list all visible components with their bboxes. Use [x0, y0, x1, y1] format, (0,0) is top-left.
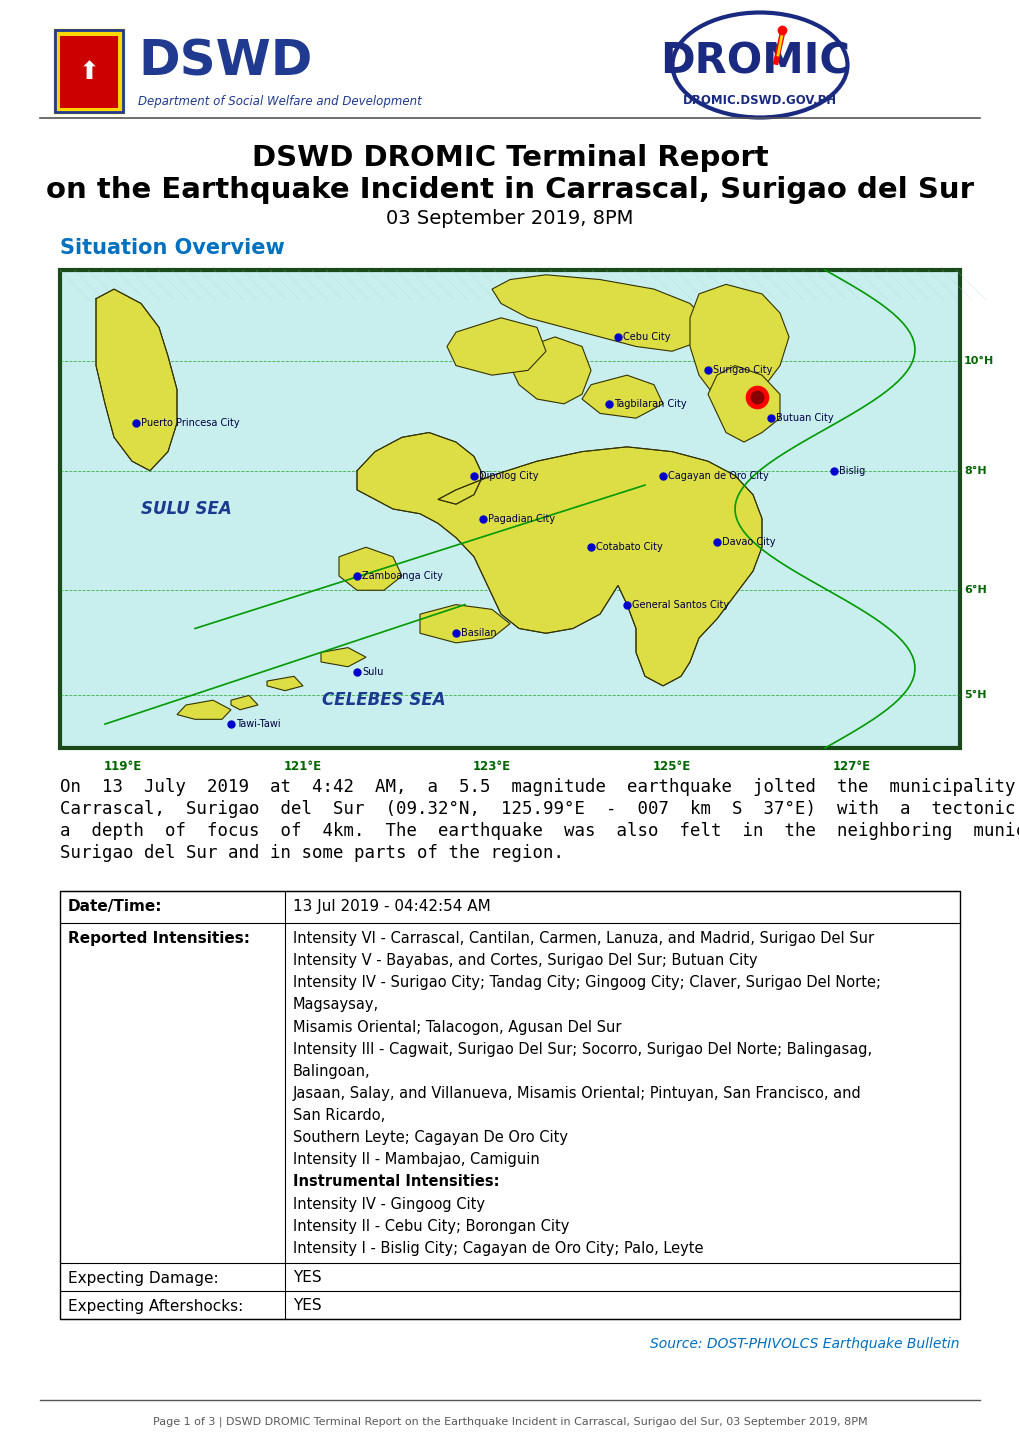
- Text: Davao City: Davao City: [721, 538, 774, 548]
- Text: Surigao City: Surigao City: [712, 365, 771, 375]
- Text: 125°E: 125°E: [652, 760, 691, 773]
- Text: Balingoan,: Balingoan,: [292, 1064, 370, 1079]
- Text: Sulu: Sulu: [362, 666, 383, 676]
- Text: Misamis Oriental; Talacogon, Agusan Del Sur: Misamis Oriental; Talacogon, Agusan Del …: [292, 1019, 621, 1034]
- Text: Surigao del Sur and in some parts of the region.: Surigao del Sur and in some parts of the…: [60, 844, 564, 862]
- Text: YES: YES: [292, 1298, 321, 1312]
- Text: Jasaan, Salay, and Villanueva, Misamis Oriental; Pintuyan, San Francisco, and: Jasaan, Salay, and Villanueva, Misamis O…: [292, 1086, 861, 1100]
- Text: Date/Time:: Date/Time:: [68, 898, 162, 914]
- Polygon shape: [96, 288, 177, 470]
- Polygon shape: [707, 366, 780, 443]
- Text: Source: DOST-PHIVOLCS Earthquake Bulletin: Source: DOST-PHIVOLCS Earthquake Bulleti…: [650, 1337, 959, 1351]
- Text: 121°E: 121°E: [283, 760, 322, 773]
- Polygon shape: [177, 701, 230, 720]
- Text: YES: YES: [292, 1269, 321, 1285]
- Text: Situation Overview: Situation Overview: [60, 238, 284, 258]
- Text: Basilan: Basilan: [461, 629, 496, 639]
- Text: on the Earthquake Incident in Carrascal, Surigao del Sur: on the Earthquake Incident in Carrascal,…: [46, 176, 973, 203]
- Text: 127°E: 127°E: [833, 760, 870, 773]
- Text: Cebu City: Cebu City: [623, 332, 669, 342]
- Text: Southern Leyte; Cagayan De Oro City: Southern Leyte; Cagayan De Oro City: [292, 1131, 568, 1145]
- Text: Intensity I - Bislig City; Cagayan de Oro City; Palo, Leyte: Intensity I - Bislig City; Cagayan de Or…: [292, 1242, 703, 1256]
- Polygon shape: [582, 375, 662, 418]
- Text: Intensity II - Cebu City; Borongan City: Intensity II - Cebu City; Borongan City: [292, 1218, 569, 1234]
- Polygon shape: [321, 647, 366, 666]
- FancyBboxPatch shape: [60, 270, 959, 748]
- Text: General Santos City: General Santos City: [632, 600, 729, 610]
- Text: DSWD: DSWD: [138, 37, 312, 87]
- Polygon shape: [267, 676, 303, 691]
- Text: Cotabato City: Cotabato City: [595, 542, 662, 552]
- Polygon shape: [230, 695, 258, 709]
- Text: Department of Social Welfare and Development: Department of Social Welfare and Develop…: [138, 95, 421, 108]
- Text: 8°H: 8°H: [963, 466, 985, 476]
- Text: Expecting Aftershocks:: Expecting Aftershocks:: [68, 1299, 243, 1314]
- Text: CELEBES SEA: CELEBES SEA: [322, 691, 445, 709]
- Text: Butuan City: Butuan City: [775, 414, 833, 423]
- Text: 6°H: 6°H: [963, 585, 985, 596]
- Text: Intensity II - Mambajao, Camiguin: Intensity II - Mambajao, Camiguin: [292, 1152, 539, 1168]
- Text: Cagayan de Oro City: Cagayan de Oro City: [667, 470, 768, 480]
- Text: 119°E: 119°E: [104, 760, 142, 773]
- Text: San Ricardo,: San Ricardo,: [292, 1107, 385, 1123]
- Text: Page 1 of 3 | DSWD DROMIC Terminal Report on the Earthquake Incident in Carrasca: Page 1 of 3 | DSWD DROMIC Terminal Repor…: [153, 1416, 866, 1428]
- Text: 13 Jul 2019 - 04:42:54 AM: 13 Jul 2019 - 04:42:54 AM: [292, 900, 490, 914]
- Text: Intensity III - Cagwait, Surigao Del Sur; Socorro, Surigao Del Norte; Balingasag: Intensity III - Cagwait, Surigao Del Sur…: [292, 1041, 871, 1057]
- Text: Expecting Damage:: Expecting Damage:: [68, 1270, 218, 1286]
- Text: DROMIC: DROMIC: [659, 40, 849, 84]
- Text: Intensity IV - Gingoog City: Intensity IV - Gingoog City: [292, 1197, 484, 1211]
- Text: On  13  July  2019  at  4:42  AM,  a  5.5  magnitude  earthquake  jolted  the  m: On 13 July 2019 at 4:42 AM, a 5.5 magnit…: [60, 779, 1019, 796]
- FancyBboxPatch shape: [60, 36, 118, 108]
- Text: Zamboanga City: Zamboanga City: [362, 571, 442, 581]
- Text: ⬆: ⬆: [78, 61, 100, 84]
- Text: SULU SEA: SULU SEA: [141, 500, 231, 518]
- Text: Tawi-Tawi: Tawi-Tawi: [235, 720, 280, 730]
- Text: Puerto Princesa City: Puerto Princesa City: [142, 418, 239, 428]
- Text: Reported Intensities:: Reported Intensities:: [68, 932, 250, 946]
- Text: Intensity V - Bayabas, and Cortes, Surigao Del Sur; Butuan City: Intensity V - Bayabas, and Cortes, Surig…: [292, 953, 757, 968]
- Text: Intensity VI - Carrascal, Cantilan, Carmen, Lanuza, and Madrid, Surigao Del Sur: Intensity VI - Carrascal, Cantilan, Carm…: [292, 932, 873, 946]
- Polygon shape: [491, 275, 707, 352]
- Polygon shape: [689, 284, 789, 404]
- FancyBboxPatch shape: [55, 30, 123, 112]
- Ellipse shape: [672, 13, 847, 117]
- Text: 03 September 2019, 8PM: 03 September 2019, 8PM: [386, 209, 633, 228]
- Text: 5°H: 5°H: [963, 691, 985, 701]
- Text: DROMIC.DSWD.GOV.PH: DROMIC.DSWD.GOV.PH: [683, 94, 837, 107]
- Text: Pagadian City: Pagadian City: [487, 513, 554, 523]
- Polygon shape: [357, 433, 761, 686]
- Text: Magsaysay,: Magsaysay,: [292, 998, 379, 1012]
- Text: Intensity IV - Surigao City; Tandag City; Gingoog City; Claver, Surigao Del Nort: Intensity IV - Surigao City; Tandag City…: [292, 975, 880, 991]
- Text: 10°H: 10°H: [963, 356, 994, 366]
- Text: a  depth  of  focus  of  4km.  The  earthquake  was  also  felt  in  the  neighb: a depth of focus of 4km. The earthquake …: [60, 822, 1019, 841]
- Text: 123°E: 123°E: [473, 760, 511, 773]
- Text: Dipolog City: Dipolog City: [479, 470, 538, 480]
- Polygon shape: [446, 317, 545, 375]
- FancyBboxPatch shape: [60, 891, 959, 1319]
- Polygon shape: [420, 604, 510, 643]
- Text: Bislig: Bislig: [839, 466, 864, 476]
- Polygon shape: [338, 548, 401, 590]
- Polygon shape: [510, 337, 590, 404]
- Text: Instrumental Intensities:: Instrumental Intensities:: [292, 1174, 499, 1190]
- Text: Carrascal,  Surigao  del  Sur  (09.32°N,  125.99°E  -  007  km  S  37°E)  with  : Carrascal, Surigao del Sur (09.32°N, 125…: [60, 800, 1019, 818]
- Text: Tagbilaran City: Tagbilaran City: [613, 399, 686, 410]
- Text: DSWD DROMIC Terminal Report: DSWD DROMIC Terminal Report: [252, 144, 767, 172]
